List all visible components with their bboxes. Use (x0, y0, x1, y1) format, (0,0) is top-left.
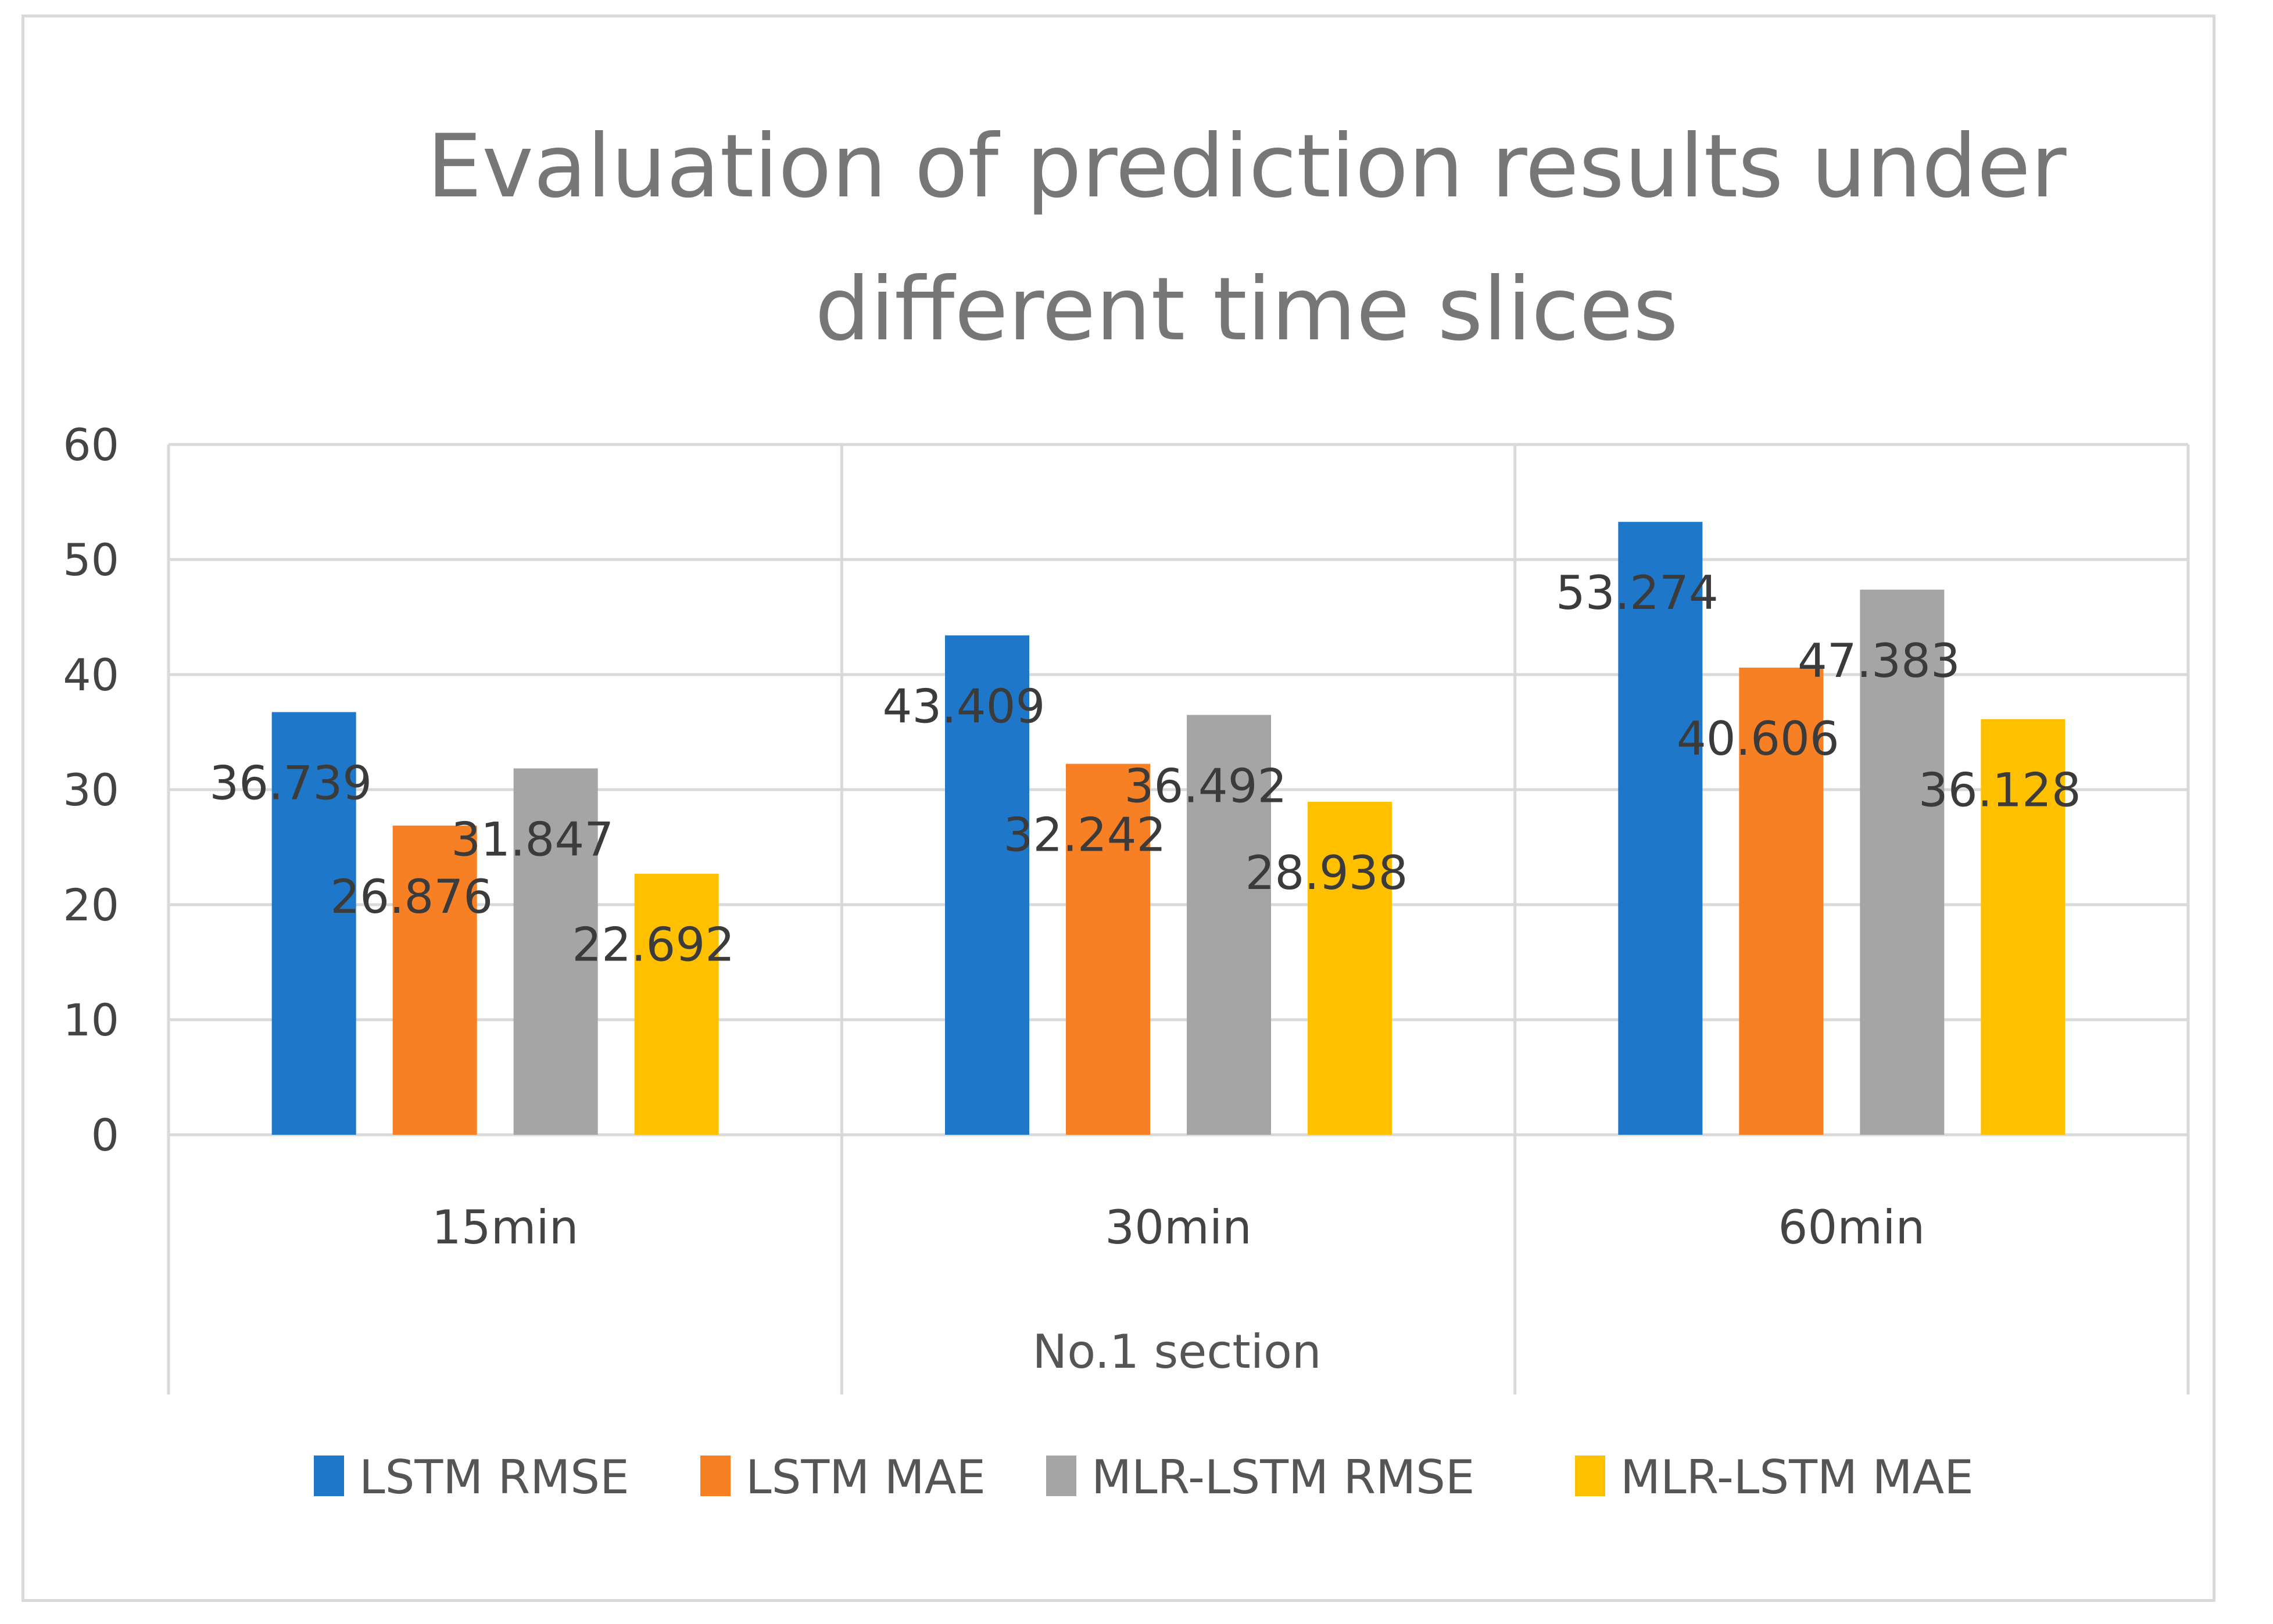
data-label: 36.739 (209, 757, 372, 811)
bar-lstm-rmse-60min (1618, 522, 1703, 1135)
x-category-label: 60min (1778, 1200, 1925, 1254)
bar-mlr-lstm-rmse-15min (513, 768, 598, 1135)
legend-swatch (700, 1455, 731, 1496)
data-label: 36.128 (1918, 763, 2081, 818)
chart-title-line-2: different time slices (815, 259, 1678, 360)
y-tick-label: 30 (63, 764, 119, 816)
legend: LSTM RMSE LSTM MAE MLR-LSTM RMSE MLR-LSTM M… (314, 1450, 1974, 1504)
data-label: 22.692 (572, 918, 735, 972)
bar-lstm-mae-30min (1066, 763, 1150, 1135)
data-label: 31.847 (451, 812, 614, 866)
legend-item: LSTM MAE (700, 1450, 986, 1504)
data-label: 47.383 (1798, 634, 1960, 688)
x-axis-categories: 15min 30min 60min (432, 1200, 1925, 1254)
bar-mlr-lstm-mae-15min (634, 873, 719, 1135)
bar-lstm-mae-15min (392, 825, 477, 1135)
data-label: 36.492 (1125, 759, 1287, 813)
data-label: 26.876 (330, 870, 493, 924)
x-category-label: 15min (432, 1200, 579, 1254)
legend-swatch (314, 1455, 344, 1496)
legend-swatch (1046, 1455, 1076, 1496)
data-label: 40.606 (1677, 712, 1839, 766)
bar-lstm-rmse-30min (945, 635, 1029, 1135)
data-label: 43.409 (883, 680, 1046, 734)
y-tick-label: 50 (63, 534, 119, 586)
x-category-label: 30min (1105, 1200, 1252, 1254)
legend-label: LSTM MAE (746, 1450, 986, 1504)
chart-title-line-1: Evaluation of prediction results under (427, 116, 2066, 217)
gridlines (167, 443, 2190, 1394)
bar-lstm-mae-60min (1739, 668, 1824, 1135)
data-label: 53.274 (1556, 566, 1719, 620)
y-tick-label: 40 (63, 649, 119, 701)
legend-item: LSTM RMSE (314, 1450, 629, 1504)
bar-lstm-rmse-15min (271, 712, 356, 1135)
y-tick-label: 20 (63, 879, 119, 931)
chart-title: Evaluation of prediction results under d… (427, 116, 2066, 360)
data-label: 32.242 (1004, 808, 1166, 862)
legend-swatch (1575, 1455, 1605, 1496)
y-tick-label: 10 (63, 994, 119, 1046)
y-axis-ticks: 0 10 20 30 40 50 60 (63, 419, 119, 1161)
y-tick-label: 60 (63, 419, 119, 471)
legend-label: MLR-LSTM MAE (1620, 1450, 1974, 1504)
legend-item: MLR-LSTM RMSE (1046, 1450, 1474, 1504)
bar-mlr-lstm-rmse-30min (1187, 715, 1271, 1135)
data-label: 28.938 (1245, 846, 1408, 900)
bar-mlr-lstm-mae-60min (1981, 719, 2066, 1135)
legend-label: MLR-LSTM RMSE (1091, 1450, 1474, 1504)
bars (271, 522, 2066, 1135)
bar-mlr-lstm-rmse-60min (1860, 589, 1945, 1135)
legend-label: LSTM RMSE (359, 1450, 629, 1504)
bar-mlr-lstm-mae-30min (1308, 802, 1392, 1135)
legend-item: MLR-LSTM MAE (1575, 1450, 1974, 1504)
y-tick-label: 0 (91, 1109, 119, 1161)
x-axis-title: No.1 section (1032, 1325, 1321, 1379)
